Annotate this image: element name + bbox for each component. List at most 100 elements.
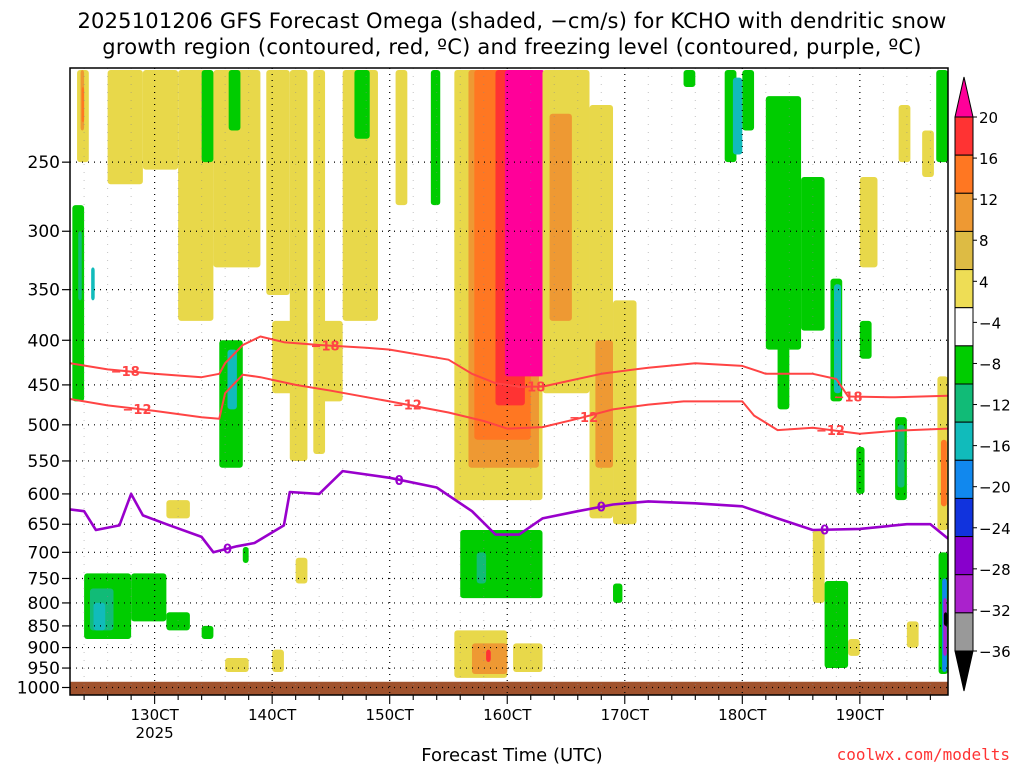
dendritic_minus12-label: −12 <box>569 411 598 426</box>
omega-cell <box>266 69 290 296</box>
y-tick-label: 500 <box>28 416 60 436</box>
freezing_level-label: 0 <box>395 474 404 489</box>
omega-cell <box>486 649 491 663</box>
x-tick-label: 140CT <box>248 706 297 724</box>
y-tick-label: 850 <box>28 617 60 637</box>
omega-cell <box>272 649 284 673</box>
omega-cell <box>812 530 825 603</box>
omega-cell <box>295 557 308 584</box>
y-tick-label: 450 <box>28 376 60 396</box>
omega-cell <box>504 69 545 377</box>
y-tick-label: 350 <box>28 281 60 301</box>
dendritic_minus18-line <box>70 335 948 399</box>
y-tick-label: 550 <box>28 452 60 472</box>
omega-cell <box>354 69 370 139</box>
colorbar-label: 16 <box>979 150 998 168</box>
colorbar-label: 20 <box>979 109 998 127</box>
omega-cell <box>460 530 543 599</box>
omega-cell <box>289 69 308 461</box>
colorbar-segment <box>954 574 974 614</box>
colorbar-label: −20 <box>979 479 1011 497</box>
y-tick-label: 800 <box>28 594 60 614</box>
omega-cell <box>777 255 790 410</box>
x-tick-label: 150CT <box>366 706 415 724</box>
y-axis: 2503003504004505005506006507007508008509… <box>17 153 70 698</box>
y-tick-label: 300 <box>28 222 60 242</box>
omega-cell <box>201 625 214 640</box>
colorbar-label: −32 <box>979 602 1011 620</box>
credit-link[interactable]: coolwx.com/modelts <box>836 745 1010 764</box>
y-tick-label: 750 <box>28 569 60 589</box>
y-tick-label: 600 <box>28 485 60 505</box>
omega-cell <box>859 320 872 359</box>
dendritic_minus18-label: −18 <box>311 339 340 354</box>
colorbar: 20 16 12 8 4 −4 −8 −12 −16 −20 −24 −28 −32 −36 <box>954 76 1011 692</box>
y-tick-label: 1000 <box>17 678 60 698</box>
x-tick-label: 160CT <box>483 706 532 724</box>
contours: −18 −18 −18 −18 −12 −12 −12 −12 0 0 0 0 <box>70 335 948 558</box>
omega-cell <box>824 580 849 669</box>
omega-cell <box>742 69 755 131</box>
omega-cell <box>272 320 308 394</box>
omega-cell <box>732 77 743 155</box>
omega-cell <box>476 552 487 584</box>
omega-cell <box>898 105 911 163</box>
colorbar-label: 12 <box>979 191 998 209</box>
omega-cell <box>848 639 860 656</box>
dendritic_minus18-label: −18 <box>516 381 545 396</box>
ground-layer <box>70 681 948 695</box>
colorbar-segment <box>954 116 974 156</box>
omega-shading <box>72 69 948 678</box>
freezing_level-label: 0 <box>597 501 606 516</box>
omega-cell <box>549 113 572 321</box>
omega-cell <box>93 602 106 631</box>
y-tick-label: 700 <box>28 543 60 563</box>
omega-cell <box>201 69 214 163</box>
omega-cell <box>131 573 167 622</box>
omega-cell <box>801 177 825 331</box>
omega-cell <box>936 69 948 163</box>
omega-cell <box>833 284 842 394</box>
omega-cell <box>242 546 249 564</box>
colorbar-top-arrow <box>954 76 974 118</box>
colorbar-segment <box>954 612 974 652</box>
chart-title-line-2: growth region (contoured, red, ºC) and f… <box>102 35 922 59</box>
omega-cell <box>906 621 919 648</box>
y-tick-label: 900 <box>28 639 60 659</box>
dendritic_minus12-label: −12 <box>123 403 152 418</box>
colorbar-label: −28 <box>979 561 1011 579</box>
omega-cell <box>213 69 261 268</box>
x-tick-label: 190CT <box>836 706 885 724</box>
colorbar-segment <box>954 536 974 576</box>
omega-cell <box>613 583 623 603</box>
colorbar-label: −12 <box>979 397 1011 415</box>
colorbar-segment <box>954 383 974 423</box>
dendritic_minus12-label: −12 <box>816 424 845 439</box>
dendritic_minus18-label: −18 <box>834 391 863 406</box>
omega-cell <box>166 500 190 519</box>
colorbar-segment <box>954 269 974 309</box>
colorbar-label: −4 <box>979 314 1001 332</box>
y-tick-label: 400 <box>28 331 60 351</box>
chart-title-line-1: 2025101206 GFS Forecast Omega (shaded, −… <box>77 9 947 33</box>
omega-cell <box>943 612 948 626</box>
colorbar-segment <box>954 345 974 385</box>
colorbar-segment <box>954 154 974 194</box>
x-tick-sublabel: 2025 <box>136 724 174 742</box>
y-tick-label: 950 <box>28 659 60 679</box>
omega-cell <box>513 643 543 673</box>
ground-fill <box>70 681 948 695</box>
omega-cell <box>859 177 878 268</box>
x-tick-label: 180CT <box>718 706 767 724</box>
omega-cell <box>922 130 934 178</box>
omega-cell <box>107 69 143 185</box>
omega-cell <box>142 69 179 170</box>
colorbar-segment <box>954 192 974 232</box>
colorbar-segment <box>954 230 974 271</box>
y-tick-label: 650 <box>28 515 60 535</box>
colorbar-bottom-arrow <box>954 650 974 692</box>
omega-cell <box>683 69 696 87</box>
dendritic_minus12-line <box>70 373 948 435</box>
